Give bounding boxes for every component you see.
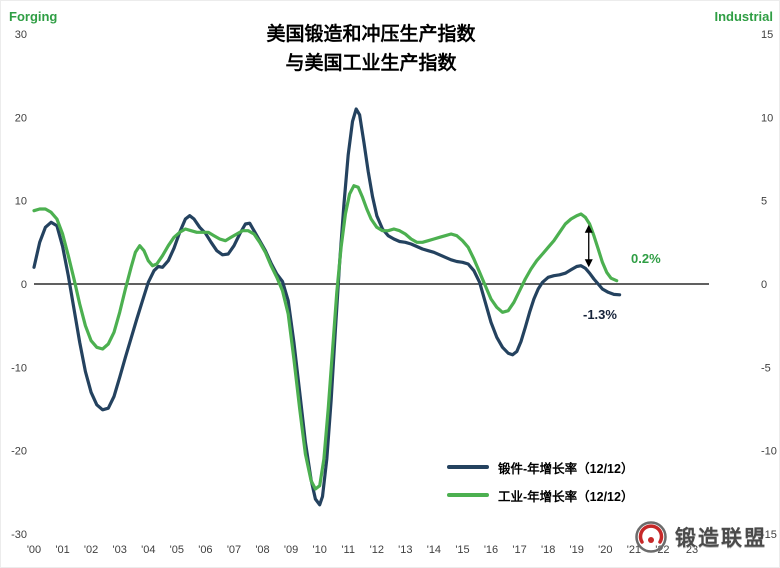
x-axis-tick: '08 (255, 544, 269, 556)
x-axis-tick: '10 (313, 544, 327, 556)
left-axis-tick: 0 (21, 279, 27, 291)
legend-item-industrial: 工业-年增长率（12/12） (447, 481, 633, 509)
x-axis-tick: '07 (227, 544, 241, 556)
x-axis-tick: '04 (141, 544, 155, 556)
x-axis-tick: '06 (198, 544, 212, 556)
chart-title-line1: 美国锻造和冲压生产指数 (266, 24, 476, 45)
right-axis-tick: 0 (761, 279, 767, 291)
x-axis-tick: '18 (541, 544, 555, 556)
x-axis-tick: '01 (55, 544, 69, 556)
brand-logo: 锻造联盟 (634, 520, 767, 554)
right-axis-tick: 10 (761, 112, 773, 124)
forging-line-swatch (447, 465, 489, 469)
left-axis-tick: 10 (15, 196, 27, 208)
left-axis-title: Forging (9, 9, 58, 24)
x-axis-tick: '02 (84, 544, 98, 556)
x-axis-tick: '15 (455, 544, 469, 556)
left-axis-tick: -30 (11, 529, 27, 541)
alliance-logo-icon (635, 521, 667, 553)
left-axis-tick: -20 (11, 446, 27, 458)
x-axis-tick: '17 (512, 544, 526, 556)
x-axis-tick: '20 (598, 544, 612, 556)
legend-label-industrial: 工业-年增长率（12/12） (498, 489, 634, 504)
x-axis-tick: '05 (170, 544, 184, 556)
chart-title: 美国锻造和冲压生产指数 与美国工业生产指数 (1, 21, 741, 78)
gap-arrow-head-up (584, 224, 593, 233)
x-axis-tick: '11 (341, 544, 355, 556)
legend-label-forging: 锻件-年增长率（12/12） (498, 461, 634, 476)
x-axis-tick: '21 (627, 544, 641, 556)
legend: 锻件-年增长率（12/12） 工业-年增长率（12/12） (447, 453, 633, 509)
legend-item-forging: 锻件-年增长率（12/12） (447, 453, 633, 481)
x-axis-tick: '12 (370, 544, 384, 556)
right-axis-title: Industrial (714, 9, 773, 24)
industrial-line-swatch (447, 493, 489, 497)
left-axis-tick: 30 (15, 29, 27, 41)
x-axis-tick: '16 (484, 544, 498, 556)
left-axis-tick: 20 (15, 112, 27, 124)
annotation-forging-value: -1.3% (583, 307, 617, 322)
x-axis-tick: '14 (427, 544, 441, 556)
right-axis-tick: 5 (761, 196, 767, 208)
x-axis-tick: '00 (27, 544, 41, 556)
right-axis-tick: 15 (761, 29, 773, 41)
annotation-industrial-value: 0.2% (631, 251, 661, 266)
right-axis-tick: -5 (761, 362, 771, 374)
right-axis-tick: -10 (761, 446, 777, 458)
brand-name: 锻造联盟 (675, 527, 767, 550)
x-axis-tick: '19 (570, 544, 584, 556)
x-axis-tick: '22 (655, 544, 669, 556)
left-axis-tick: -10 (11, 362, 27, 374)
right-axis-tick: -15 (761, 529, 777, 541)
gap-arrow-head-down (584, 259, 593, 268)
chart-title-line2: 与美国工业生产指数 (285, 52, 457, 74)
industrial-series-line (32, 184, 619, 491)
x-axis-tick: '09 (284, 544, 298, 556)
x-axis-tick: '13 (398, 544, 412, 556)
x-axis-tick: '23 (684, 544, 698, 556)
x-axis-tick: '03 (113, 544, 127, 556)
